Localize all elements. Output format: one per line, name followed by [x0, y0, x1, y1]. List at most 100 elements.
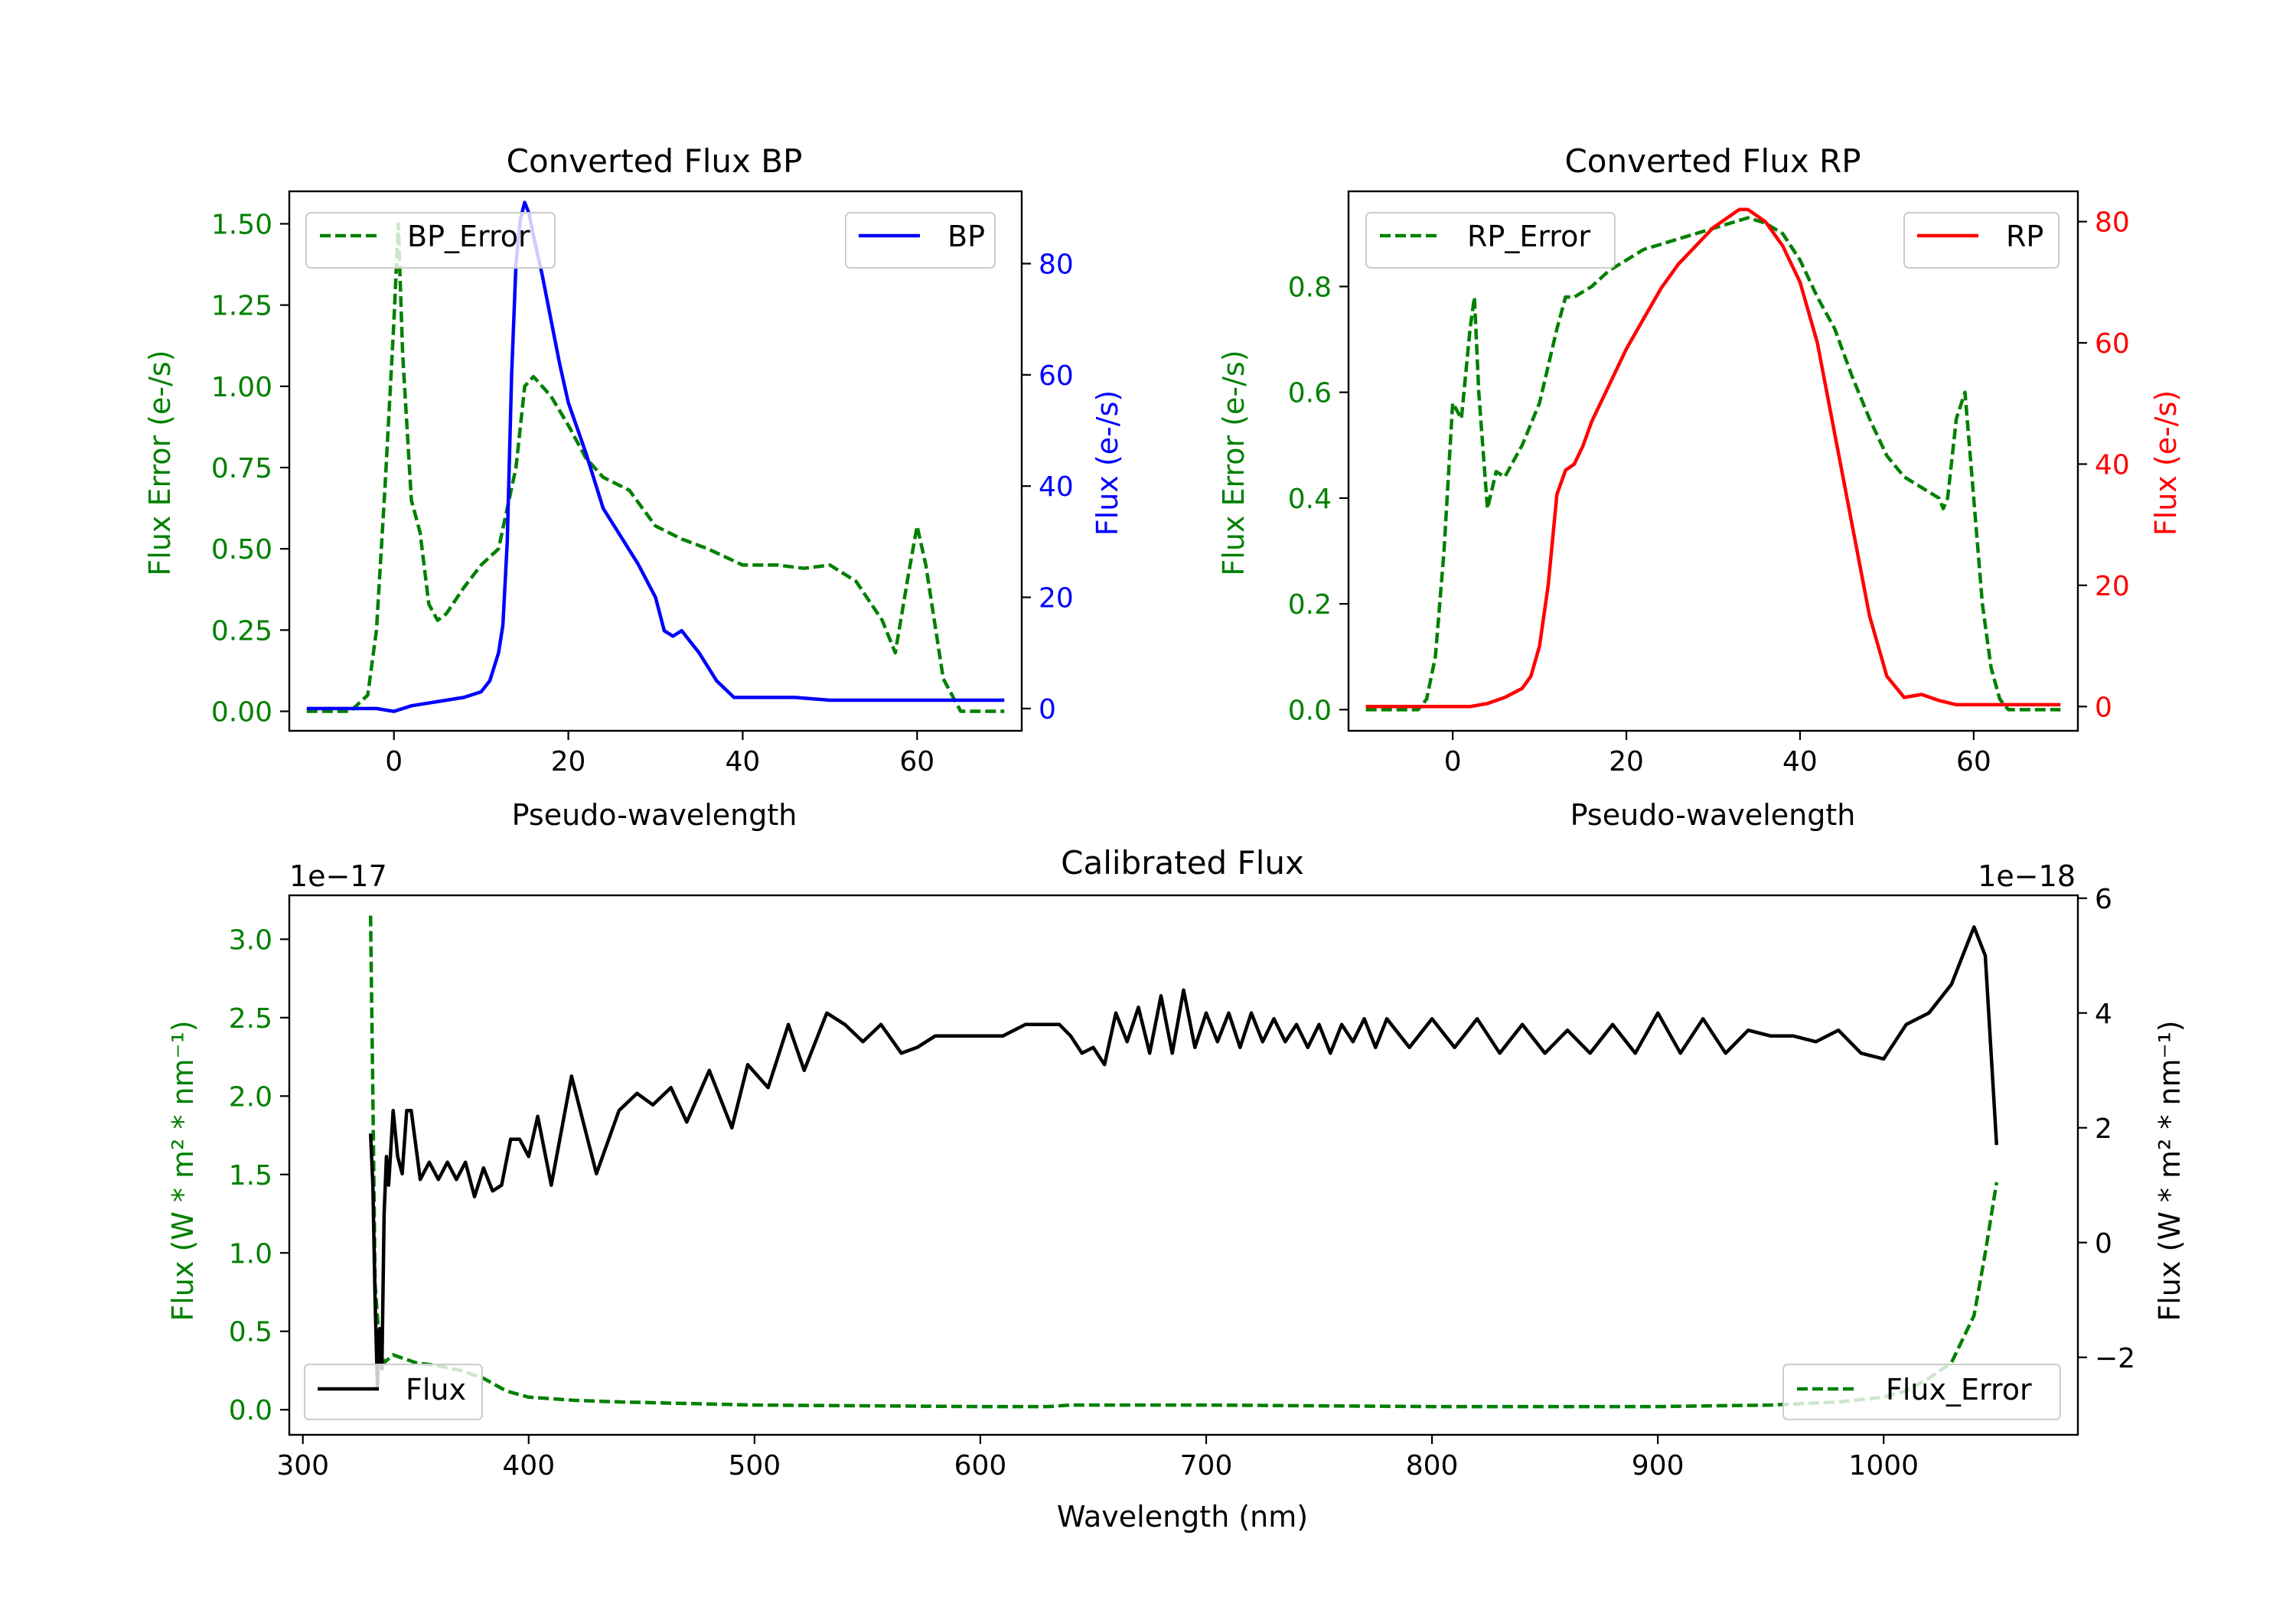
calibrated-x-ticks: 300 400 500 600 700 800 900 1000	[276, 1435, 1919, 1482]
rp-right-y-tick-label: 20	[2095, 571, 2130, 602]
calibrated-left-y-ticks: 0.0 0.5 1.0 1.5 2.0 2.5 3.0	[229, 924, 289, 1426]
bp-right-y-tick-label: 80	[1039, 249, 1074, 280]
cal-left-y-tick-label: 2.5	[229, 1003, 272, 1035]
bp-right-y-tick-label: 60	[1039, 360, 1074, 392]
cal-x-tick-label: 700	[1180, 1450, 1233, 1482]
bp-left-y-tick-label: 0.00	[211, 697, 272, 729]
calibrated-legend-error-label: Flux_Error	[1886, 1373, 2032, 1407]
bp-left-y-tick-label: 1.00	[211, 372, 272, 403]
cal-right-y-tick-label: 2	[2095, 1113, 2112, 1145]
calibrated-axes-frame	[288, 894, 2079, 1436]
rp-x-label: Pseudo-wavelength	[1570, 798, 1856, 832]
rp-left-y-tick-label: 0.6	[1288, 378, 1332, 409]
bp-legend-error-label: BP_Error	[407, 220, 530, 253]
cal-right-y-tick-label: 4	[2095, 999, 2112, 1030]
bp-plot-area	[306, 200, 1005, 713]
bp-right-y-label: Flux (e-/s)	[1091, 390, 1124, 536]
bp-left-y-label: Flux Error (e-/s)	[143, 350, 177, 575]
cal-x-tick-label: 600	[954, 1450, 1007, 1482]
rp-right-y-tick-label: 80	[2095, 207, 2130, 239]
rp-x-ticks: 0 20 40 60	[1444, 731, 1991, 777]
calibrated-left-y-label: Flux (W * m² * nm⁻¹)	[166, 1020, 200, 1321]
rp-x-tick-label: 60	[1956, 746, 1991, 777]
cal-left-y-tick-label: 0.0	[229, 1395, 272, 1426]
rp-x-tick-label: 40	[1782, 746, 1818, 777]
calibrated-plot-area	[368, 915, 1999, 1409]
calibrated-x-label: Wavelength (nm)	[1057, 1500, 1308, 1534]
bp-left-y-tick-label: 0.75	[211, 453, 272, 484]
bp-legend-right: BP	[845, 212, 996, 269]
cal-series-flux-line	[368, 925, 1999, 1388]
cal-right-y-tick-label: −2	[2095, 1343, 2135, 1374]
bp-x-tick-label: 60	[899, 746, 934, 777]
cal-left-y-tick-label: 2.0	[229, 1081, 272, 1113]
bp-x-label: Pseudo-wavelength	[512, 798, 797, 832]
cal-x-tick-label: 800	[1406, 1450, 1459, 1482]
cal-x-tick-label: 500	[728, 1450, 781, 1482]
bp-left-y-ticks: 0.00 0.25 0.50 0.75 1.00 1.25 1.50	[211, 209, 289, 729]
rp-right-y-tick-label: 0	[2095, 692, 2112, 723]
bp-left-y-tick-label: 0.50	[211, 534, 272, 566]
bp-right-y-ticks: 0 20 40 60 80	[1022, 249, 1074, 725]
rp-legend-rp-label: RP	[2006, 220, 2043, 253]
rp-panel: Converted Flux RP 0 20 40 60 0.00.20.40.60.…	[1217, 142, 2183, 832]
bp-title: Converted Flux BP	[507, 142, 803, 180]
cal-x-tick-label: 900	[1632, 1450, 1684, 1482]
bp-right-y-tick-label: 0	[1039, 694, 1056, 725]
rp-plot-area	[1365, 207, 2061, 712]
bp-left-y-tick-label: 1.50	[211, 209, 272, 240]
bp-series-bp-line	[306, 200, 1005, 713]
bp-left-y-tick-label: 0.25	[211, 615, 272, 647]
rp-right-y-tick-label: 40	[2095, 449, 2130, 481]
rp-left-y-tick-label: 0.2	[1288, 589, 1332, 621]
rp-right-y-tick-label: 60	[2095, 328, 2130, 360]
cal-left-y-tick-label: 0.5	[229, 1317, 272, 1348]
cal-left-y-tick-label: 1.0	[229, 1238, 272, 1270]
rp-legend-right: RP	[1903, 212, 2060, 269]
calibrated-title: Calibrated Flux	[1061, 844, 1304, 882]
rp-series-rp-error-line	[1365, 216, 2061, 712]
bp-x-tick-label: 40	[726, 746, 761, 777]
cal-x-tick-label: 1000	[1848, 1450, 1919, 1482]
rp-series-rp-line	[1365, 207, 2061, 709]
rp-legend-left: RP_Error	[1365, 212, 1616, 269]
bp-axes-frame	[288, 190, 1023, 732]
rp-legend-error-label: RP_Error	[1467, 220, 1590, 253]
bp-x-tick-label: 20	[551, 746, 586, 777]
rp-x-tick-label: 0	[1444, 746, 1462, 777]
cal-x-tick-label: 400	[502, 1450, 555, 1482]
rp-left-y-ticks: 0.0 0.2 0.4 0.6 0.8	[1288, 272, 1349, 726]
rp-left-y-tick-label: 0.0	[1288, 695, 1332, 726]
calibrated-panel: Calibrated Flux 300 400 500 600 700 800 900 100…	[166, 844, 2187, 1534]
rp-left-y-tick-label: 0.4	[1288, 484, 1332, 515]
bp-panel: Converted Flux BP 0 20 40 60 0.000.250.500.…	[143, 142, 1124, 832]
rp-right-y-ticks: 0 20 40 60 80	[2078, 207, 2130, 723]
cal-right-y-tick-label: 6	[2095, 884, 2112, 915]
rp-left-y-label: Flux Error (e-/s)	[1217, 350, 1251, 575]
calibrated-left-offset-text: 1e−17	[289, 859, 387, 893]
cal-left-y-tick-label: 3.0	[229, 924, 272, 956]
calibrated-right-offset-text: 1e−18	[1978, 859, 2076, 893]
bp-right-y-tick-label: 40	[1039, 471, 1074, 503]
calibrated-legend-right: Flux_Error	[1782, 1364, 2061, 1420]
rp-axes-frame	[1347, 190, 2079, 732]
cal-x-tick-label: 300	[276, 1450, 329, 1482]
cal-left-y-tick-label: 1.5	[229, 1160, 272, 1191]
bp-left-y-tick-label: 1.25	[211, 291, 272, 322]
cal-series-flux-error-line	[368, 915, 1999, 1409]
rp-x-tick-label: 20	[1609, 746, 1644, 777]
rp-right-y-label: Flux (e-/s)	[2149, 390, 2183, 536]
rp-left-y-tick-label: 0.8	[1288, 272, 1332, 303]
calibrated-right-y-label: Flux (W * m² * nm⁻¹)	[2153, 1020, 2187, 1321]
bp-x-ticks: 0 20 40 60	[385, 731, 934, 777]
bp-series-bp-error-line	[306, 222, 1005, 713]
calibrated-legend-left: Flux	[304, 1364, 483, 1420]
bp-legend-bp-label: BP	[947, 220, 985, 253]
calibrated-legend-flux-label: Flux	[406, 1373, 466, 1407]
cal-right-y-tick-label: 0	[2095, 1228, 2112, 1260]
bp-x-tick-label: 0	[385, 746, 403, 777]
bp-right-y-tick-label: 20	[1039, 583, 1074, 614]
rp-title: Converted Flux RP	[1564, 142, 1861, 180]
calibrated-right-y-ticks: −2 0 2 4 6	[2078, 884, 2135, 1374]
